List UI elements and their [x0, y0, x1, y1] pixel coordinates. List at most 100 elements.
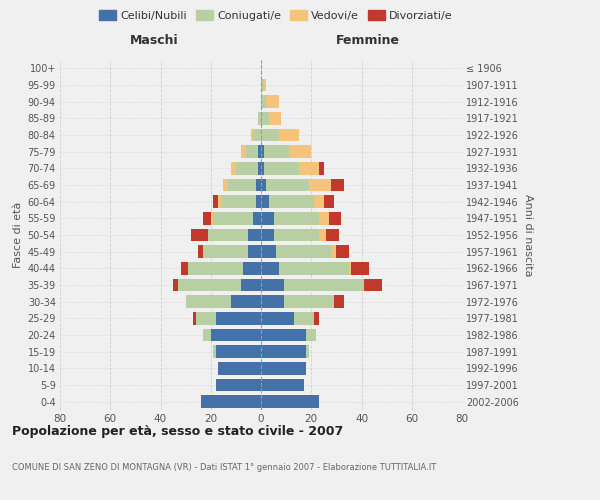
Bar [188, 262, 244, 274]
Bar [185, 296, 231, 308]
Bar [261, 229, 274, 241]
Bar [259, 112, 261, 124]
Bar [218, 362, 261, 374]
Bar [309, 179, 331, 192]
Bar [173, 279, 178, 291]
Bar [289, 146, 311, 158]
Y-axis label: Fasce di età: Fasce di età [13, 202, 23, 268]
Bar [306, 346, 309, 358]
Bar [306, 329, 316, 341]
Bar [261, 129, 278, 141]
Bar [261, 79, 263, 92]
Bar [261, 396, 319, 408]
Bar [259, 146, 261, 158]
Text: Femmine: Femmine [335, 34, 400, 48]
Bar [191, 229, 208, 241]
Bar [261, 112, 269, 124]
Bar [314, 196, 324, 208]
Bar [203, 329, 211, 341]
Bar [216, 346, 261, 358]
Bar [231, 162, 236, 174]
Bar [334, 296, 344, 308]
Bar [269, 112, 281, 124]
Bar [218, 196, 221, 208]
Bar [241, 146, 246, 158]
Bar [261, 196, 269, 208]
Bar [246, 146, 259, 158]
Bar [261, 162, 263, 174]
Bar [274, 212, 319, 224]
Bar [261, 96, 266, 108]
Bar [274, 229, 319, 241]
Bar [319, 229, 326, 241]
Bar [263, 79, 266, 92]
Bar [253, 129, 261, 141]
Bar [324, 196, 334, 208]
Y-axis label: Anni di nascita: Anni di nascita [523, 194, 533, 276]
Bar [213, 346, 216, 358]
Bar [261, 362, 306, 374]
Bar [211, 329, 261, 341]
Bar [196, 312, 216, 324]
Bar [259, 162, 261, 174]
Bar [213, 212, 253, 224]
Bar [261, 279, 284, 291]
Bar [276, 246, 331, 258]
Text: Popolazione per età, sesso e stato civile - 2007: Popolazione per età, sesso e stato civil… [12, 425, 343, 438]
Text: COMUNE DI SAN ZENO DI MONTAGNA (VR) - Dati ISTAT 1° gennaio 2007 - Elaborazione : COMUNE DI SAN ZENO DI MONTAGNA (VR) - Da… [12, 463, 436, 472]
Bar [352, 262, 369, 274]
Bar [263, 162, 299, 174]
Bar [299, 162, 319, 174]
Bar [261, 212, 274, 224]
Bar [203, 212, 211, 224]
Bar [241, 279, 261, 291]
Bar [337, 246, 349, 258]
Bar [213, 196, 218, 208]
Bar [200, 396, 261, 408]
Bar [236, 162, 259, 174]
Bar [266, 96, 278, 108]
Bar [261, 246, 276, 258]
Bar [253, 212, 261, 224]
Bar [198, 246, 203, 258]
Bar [261, 296, 284, 308]
Legend: Celibi/Nubili, Coniugati/e, Vedovi/e, Divorziati/e: Celibi/Nubili, Coniugati/e, Vedovi/e, Di… [95, 6, 457, 25]
Bar [269, 196, 314, 208]
Bar [256, 196, 261, 208]
Bar [278, 262, 349, 274]
Bar [251, 129, 253, 141]
Bar [248, 229, 261, 241]
Bar [221, 196, 256, 208]
Bar [284, 279, 364, 291]
Bar [231, 296, 261, 308]
Bar [261, 146, 263, 158]
Bar [261, 379, 304, 391]
Bar [263, 146, 289, 158]
Bar [319, 162, 324, 174]
Bar [314, 312, 319, 324]
Bar [326, 229, 339, 241]
Bar [216, 379, 261, 391]
Bar [364, 279, 382, 291]
Bar [178, 279, 241, 291]
Bar [261, 346, 306, 358]
Bar [193, 312, 196, 324]
Bar [216, 312, 261, 324]
Bar [331, 246, 337, 258]
Text: Maschi: Maschi [130, 34, 179, 48]
Bar [248, 246, 261, 258]
Bar [223, 179, 229, 192]
Bar [244, 262, 261, 274]
Bar [261, 312, 293, 324]
Bar [211, 212, 213, 224]
Bar [256, 179, 261, 192]
Bar [261, 179, 266, 192]
Bar [331, 179, 344, 192]
Bar [329, 212, 341, 224]
Bar [261, 262, 278, 274]
Bar [261, 329, 306, 341]
Bar [266, 179, 309, 192]
Bar [208, 229, 248, 241]
Bar [203, 246, 248, 258]
Bar [229, 179, 256, 192]
